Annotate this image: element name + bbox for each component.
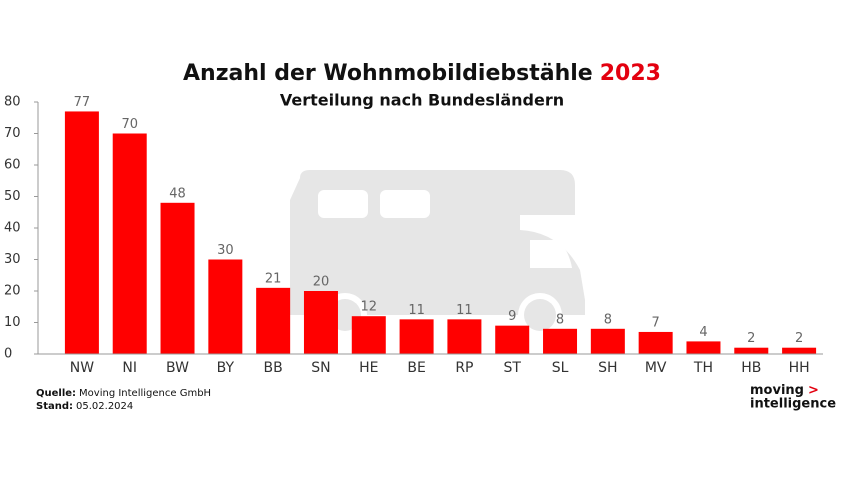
value-label: 8 (556, 312, 564, 327)
y-tick-label: 80 (4, 95, 21, 110)
bar (638, 331, 673, 354)
y-tick-label: 40 (4, 221, 21, 236)
date-label: Stand: (36, 401, 73, 412)
value-label: 11 (408, 303, 425, 318)
x-tick-label: NW (70, 360, 94, 376)
value-label: 9 (508, 309, 516, 324)
bar (543, 328, 578, 354)
bar (495, 325, 530, 354)
y-tick-label: 50 (4, 189, 21, 204)
x-tick-label: SH (598, 360, 617, 376)
value-label: 21 (265, 271, 282, 286)
value-label: 70 (121, 117, 138, 132)
chart-title: Anzahl der Wohnmobildiebstähle 2023 (183, 61, 661, 86)
value-label: 2 (747, 331, 755, 346)
bar (112, 133, 147, 354)
x-tick-label: HB (741, 360, 761, 376)
bar (208, 259, 243, 354)
x-tick-label: HH (789, 360, 810, 376)
chart-subtitle: Verteilung nach Bundesländern (280, 91, 564, 110)
y-tick-label: 70 (4, 126, 21, 141)
x-tick-label: TH (693, 360, 713, 376)
source-label: Quelle: (36, 388, 76, 399)
bar (447, 319, 482, 354)
bar (351, 316, 386, 354)
y-tick-label: 30 (4, 252, 21, 267)
y-tick-label: 60 (4, 158, 21, 173)
x-tick-label: MV (645, 360, 667, 376)
x-tick-label: HE (359, 360, 378, 376)
value-label: 12 (361, 300, 378, 315)
source: Quelle: Moving Intelligence GmbH (36, 388, 211, 399)
x-tick-label: SN (311, 360, 330, 376)
bar (686, 341, 721, 354)
y-tick-label: 10 (4, 315, 21, 330)
x-tick-label: BW (166, 360, 189, 376)
value-label: 8 (604, 312, 612, 327)
title-year: 2023 (600, 61, 661, 86)
value-label: 48 (169, 186, 186, 201)
x-tick-label: BY (217, 360, 235, 376)
bar (256, 287, 291, 354)
logo-word: intelligence (750, 397, 836, 412)
bar (303, 291, 338, 354)
bar (399, 319, 434, 354)
value-label: 20 (313, 275, 330, 290)
date: Stand: 05.02.2024 (36, 401, 133, 412)
title-text: Anzahl der Wohnmobildiebstähle (183, 61, 593, 86)
bar (64, 111, 99, 354)
bar (734, 347, 769, 354)
y-tick-label: 0 (4, 347, 12, 362)
x-tick-label: BB (264, 360, 283, 376)
x-tick-label: ST (503, 360, 521, 376)
value-label: 11 (456, 303, 473, 318)
x-tick-label: BE (407, 360, 425, 376)
x-tick-label: RP (455, 360, 473, 376)
bar (782, 347, 817, 354)
logo-word: moving (750, 383, 804, 398)
date-text: 05.02.2024 (76, 401, 133, 412)
value-label: 2 (795, 331, 803, 346)
value-label: 30 (217, 243, 234, 258)
x-tick-label: NI (122, 360, 137, 376)
bar (590, 328, 625, 354)
value-label: 77 (74, 95, 91, 110)
y-tick-label: 20 (4, 284, 21, 299)
value-label: 7 (652, 315, 660, 330)
logo: moving > (750, 383, 819, 398)
value-label: 4 (699, 325, 707, 340)
x-tick-label: SL (552, 360, 569, 376)
logo-arrow: > (808, 383, 819, 398)
bar (160, 202, 195, 354)
source-text: Moving Intelligence GmbH (79, 388, 211, 399)
